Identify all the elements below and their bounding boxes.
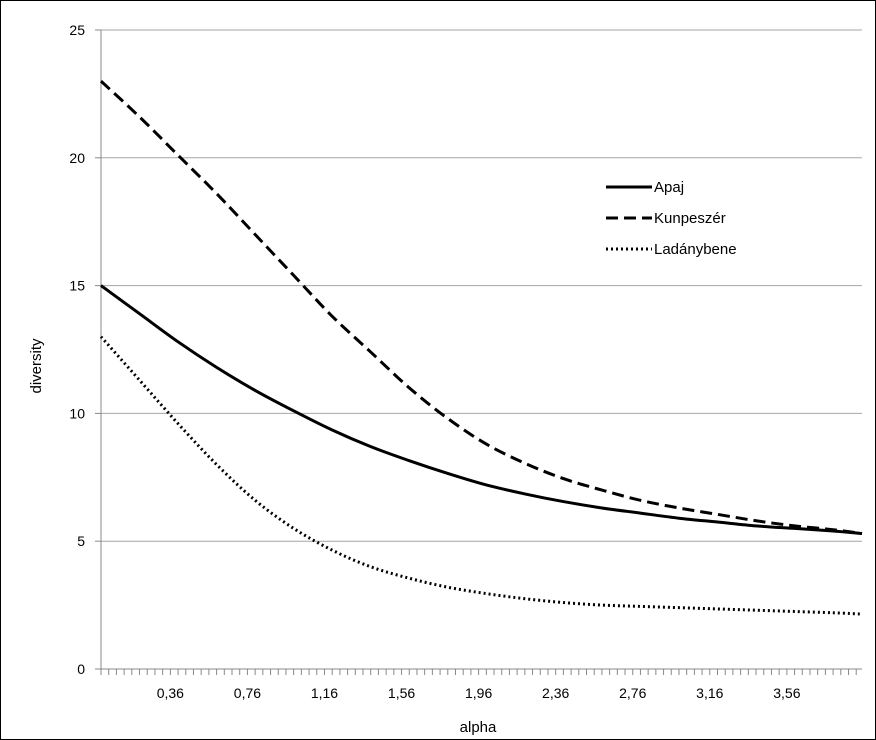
legend-label: Ladánybene [654, 241, 737, 258]
series-line-apaj [100, 284, 863, 536]
x-tick-label: 0,76 [234, 685, 261, 701]
x-tick-label: 2,36 [542, 685, 569, 701]
y-tick-label: 0 [77, 661, 85, 677]
y-tick-label: 25 [69, 22, 85, 38]
legend-label: Apaj [654, 179, 684, 196]
y-tick-label: 5 [77, 533, 85, 549]
y-tick-label: 10 [69, 405, 85, 421]
x-tick-label: 2,76 [619, 685, 646, 701]
legend: Apaj Kunpeszér Ladánybene [606, 179, 737, 258]
x-axis-title: alpha [460, 719, 497, 736]
y-tick-label: 15 [69, 278, 85, 294]
series-line-kunpesz-r [99, 80, 863, 536]
x-tick-labels: 0,36 0,76 1,16 1,56 1,96 2,36 2,76 3,16 3,56 [157, 685, 801, 701]
gridlines [101, 29, 862, 542]
series-line-lad-nybene [99, 335, 863, 616]
legend-label: Kunpeszér [654, 210, 726, 227]
x-tick-label: 1,16 [311, 685, 338, 701]
x-ticks [100, 669, 857, 675]
series-lines [99, 80, 863, 616]
x-tick-label: 3,16 [696, 685, 723, 701]
y-tick-labels: 0 5 10 15 20 25 [69, 22, 101, 677]
y-axis-title: diversity [28, 338, 45, 394]
x-tick-label: 0,36 [157, 685, 184, 701]
x-tick-label: 3,56 [773, 685, 800, 701]
x-tick-label: 1,96 [465, 685, 492, 701]
x-tick-label: 1,56 [388, 685, 415, 701]
axes [100, 30, 862, 670]
y-tick-label: 20 [69, 150, 85, 166]
